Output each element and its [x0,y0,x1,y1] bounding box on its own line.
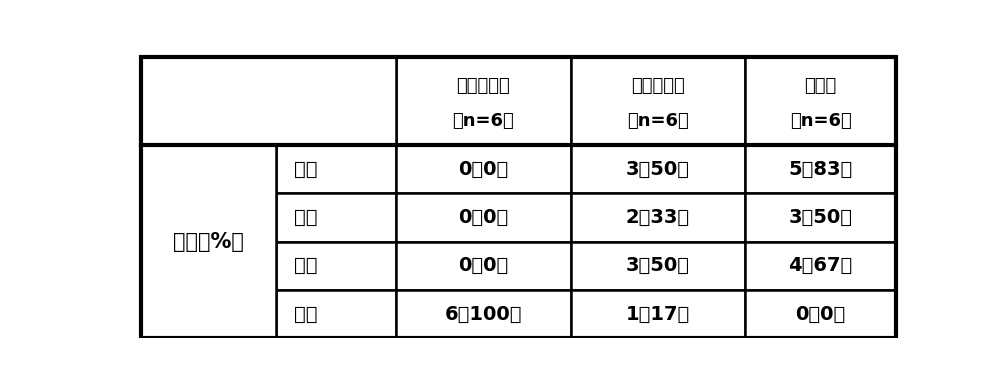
Bar [396,145,571,193]
Bar [571,57,745,145]
Text: 4（67）: 4（67） [788,256,853,275]
Text: 3（50）: 3（50） [789,208,853,227]
Text: 3（50）: 3（50） [626,256,690,275]
Text: 0（0）: 0（0） [458,256,509,275]
Text: 0（0）: 0（0） [458,208,509,227]
Text: 阳性对照组: 阳性对照组 [631,77,685,95]
Bar [396,193,571,242]
Bar [140,57,396,145]
Bar [396,57,571,145]
Bar [571,242,745,290]
Text: 显效: 显效 [294,160,318,179]
Bar [745,193,896,242]
Bar [396,242,571,290]
Bar [745,145,896,193]
Bar [745,242,896,290]
Text: 6（100）: 6（100） [445,304,522,323]
Bar [276,145,396,193]
Text: 阴性对照组: 阴性对照组 [457,77,510,95]
Text: 1（17）: 1（17） [626,304,690,323]
Text: 2（33）: 2（33） [626,208,690,227]
Bar [140,145,276,338]
Text: 治愈: 治愈 [294,256,318,275]
Bar [396,290,571,338]
Text: 疗效（%）: 疗效（%） [173,232,244,252]
Text: 无效: 无效 [294,304,318,323]
Bar [140,57,276,145]
Text: 有效: 有效 [294,208,318,227]
Bar [571,193,745,242]
Bar [571,290,745,338]
Bar [745,57,896,145]
Bar [276,242,396,290]
Text: （n=6）: （n=6） [627,111,689,130]
Bar [745,290,896,338]
Text: 5（83）: 5（83） [788,160,853,179]
Text: 片剂组: 片剂组 [804,77,837,95]
Text: （n=6）: （n=6） [790,111,851,130]
Bar [276,290,396,338]
Text: 3（50）: 3（50） [626,160,690,179]
Text: 0（0）: 0（0） [795,304,846,323]
Bar [276,57,396,145]
Bar [571,145,745,193]
Bar [276,193,396,242]
Text: 0（0）: 0（0） [458,160,509,179]
Text: （n=6）: （n=6） [453,111,514,130]
